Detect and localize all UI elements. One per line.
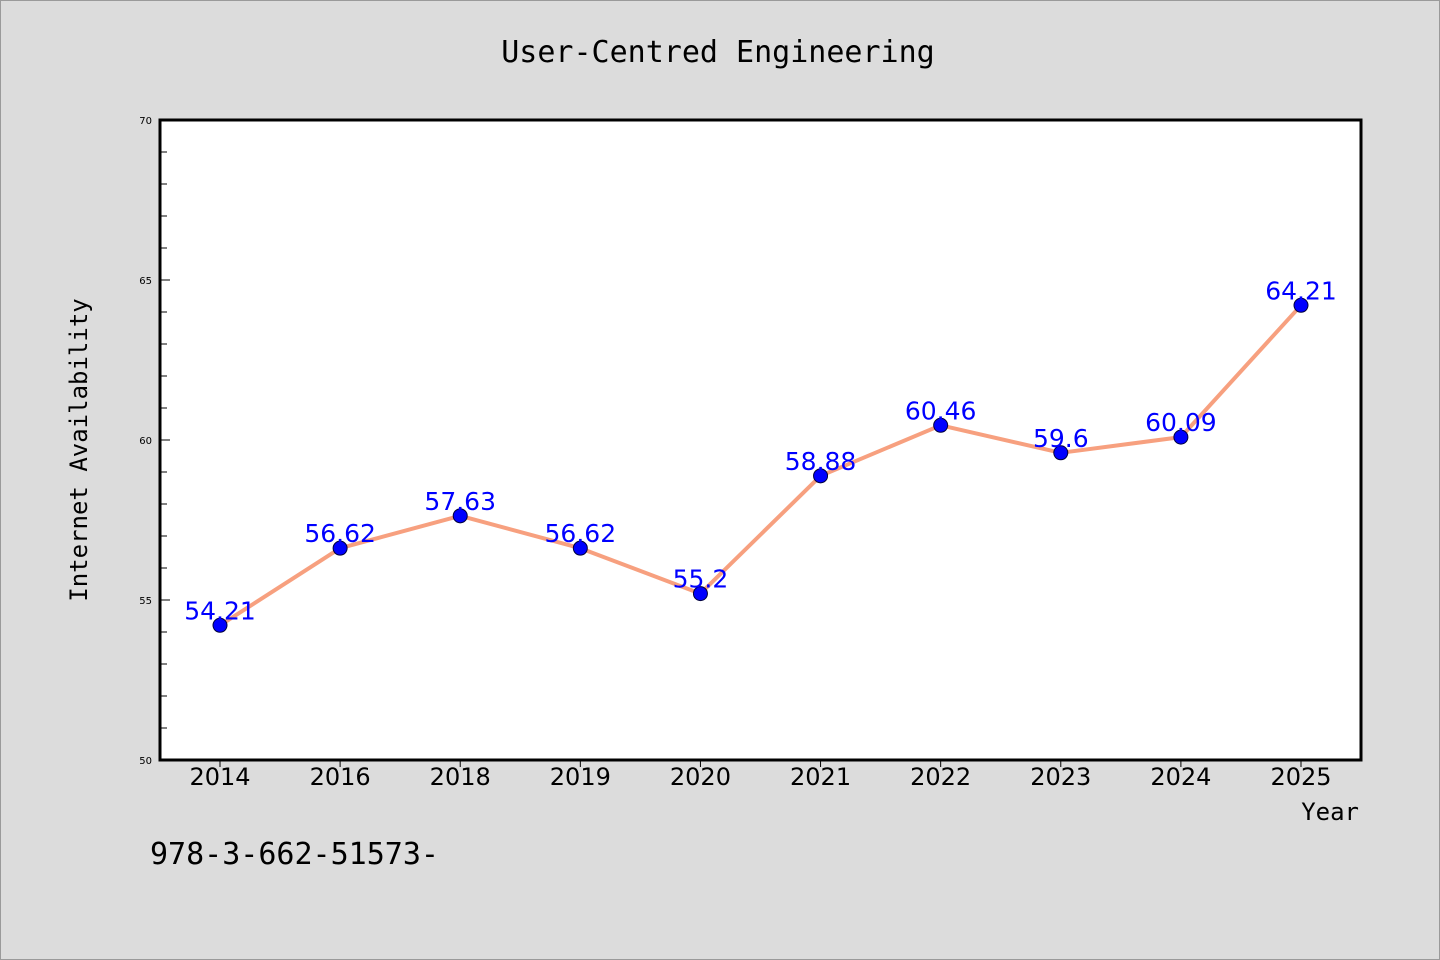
data-labels-group: 54.21 56.62 57.63 56.62 55.2 58.88 60.46 59.6 60… bbox=[184, 276, 1337, 625]
y-tick-label: 65 bbox=[139, 276, 152, 287]
data-label: 58.88 bbox=[785, 447, 857, 476]
chart-title: User-Centred Engineering bbox=[501, 35, 934, 70]
data-label: 64.21 bbox=[1265, 276, 1337, 305]
data-label: 60.46 bbox=[905, 396, 977, 425]
x-tick-label: 2024 bbox=[1150, 763, 1211, 791]
y-tick-label: 70 bbox=[139, 116, 152, 127]
plot-frame bbox=[158, 118, 1363, 762]
footer-code: 978-3-662-51573- bbox=[150, 837, 439, 872]
x-axis-ticks: 2014 2016 2018 2019 2020 2021 2022 2023 2024 2025 bbox=[189, 760, 1332, 791]
data-point bbox=[692, 586, 708, 602]
y-tick-label: 50 bbox=[139, 756, 152, 767]
data-label: 56.62 bbox=[545, 519, 617, 548]
x-tick-label: 2019 bbox=[550, 763, 611, 791]
data-point bbox=[572, 540, 588, 556]
data-label: 55.2 bbox=[673, 565, 729, 594]
x-tick-label: 2014 bbox=[189, 763, 250, 791]
data-point bbox=[452, 508, 468, 524]
data-label: 56.62 bbox=[304, 519, 376, 548]
data-label: 54.21 bbox=[184, 596, 256, 625]
data-point bbox=[1173, 429, 1189, 445]
y-tick-label: 60 bbox=[139, 436, 152, 447]
x-tick-label: 2025 bbox=[1270, 763, 1331, 791]
data-point bbox=[813, 468, 829, 484]
series-line bbox=[218, 303, 1303, 628]
y-axis-ticks: 50 55 60 65 70 bbox=[139, 116, 170, 767]
y-tick-label: 55 bbox=[139, 596, 152, 607]
x-tick-label: 2021 bbox=[790, 763, 851, 791]
data-point bbox=[1293, 297, 1309, 313]
data-label: 59.6 bbox=[1033, 424, 1089, 453]
data-label: 57.63 bbox=[424, 487, 496, 516]
data-point bbox=[1053, 445, 1069, 461]
y-axis-label: Internet Availability bbox=[65, 298, 93, 601]
x-tick-label: 2016 bbox=[310, 763, 371, 791]
data-point bbox=[933, 417, 949, 433]
x-tick-label: 2018 bbox=[430, 763, 491, 791]
x-axis-label: Year bbox=[1301, 798, 1359, 826]
data-point bbox=[212, 617, 228, 633]
x-tick-label: 2022 bbox=[910, 763, 971, 791]
x-tick-label: 2023 bbox=[1030, 763, 1091, 791]
series-group bbox=[212, 297, 1309, 633]
x-tick-label: 2020 bbox=[670, 763, 731, 791]
data-point bbox=[332, 540, 348, 556]
data-label: 60.09 bbox=[1145, 408, 1217, 437]
